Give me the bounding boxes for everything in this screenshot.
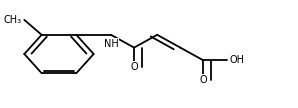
Text: O: O	[130, 62, 138, 72]
Text: O: O	[200, 75, 207, 85]
Text: CH₃: CH₃	[3, 15, 21, 25]
Text: OH: OH	[229, 55, 244, 65]
Text: NH: NH	[104, 39, 118, 49]
